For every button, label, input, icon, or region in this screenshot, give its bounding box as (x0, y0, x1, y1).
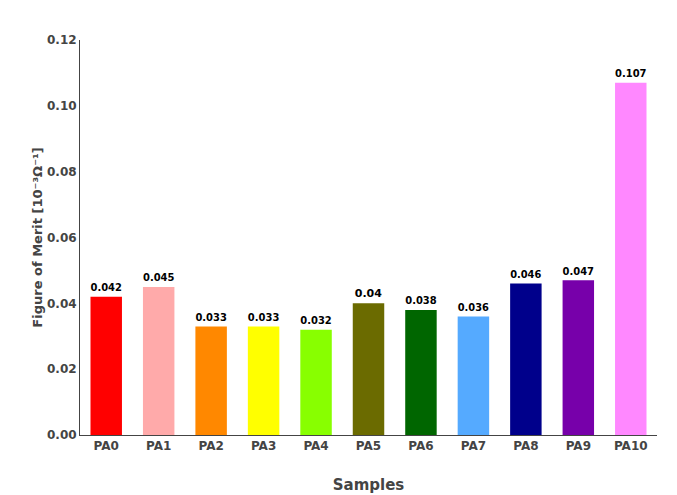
svg-text:0.032: 0.032 (300, 315, 332, 326)
svg-text:0.046: 0.046 (510, 269, 541, 280)
svg-text:0.02: 0.02 (47, 362, 77, 376)
svg-text:0.06: 0.06 (47, 231, 77, 245)
svg-text:PA2: PA2 (198, 439, 223, 453)
svg-text:PA8: PA8 (513, 439, 538, 453)
svg-text:0.033: 0.033 (248, 312, 280, 323)
svg-text:0.10: 0.10 (47, 99, 77, 113)
svg-text:PA6: PA6 (408, 439, 433, 453)
svg-text:PA0: PA0 (94, 439, 119, 453)
svg-text:0.042: 0.042 (91, 282, 123, 293)
svg-text:PA5: PA5 (356, 439, 381, 453)
svg-text:0.00: 0.00 (47, 428, 77, 442)
svg-text:Figure of Merit [10⁻³Ω⁻¹]: Figure of Merit [10⁻³Ω⁻¹] (30, 147, 45, 327)
svg-text:PA7: PA7 (461, 439, 486, 453)
svg-text:0.047: 0.047 (563, 266, 595, 277)
svg-text:Samples: Samples (333, 476, 405, 494)
svg-text:PA9: PA9 (566, 439, 591, 453)
svg-text:PA4: PA4 (303, 439, 328, 453)
svg-text:0.04: 0.04 (47, 297, 77, 311)
svg-text:0.04: 0.04 (355, 287, 382, 300)
svg-text:0.038: 0.038 (405, 295, 437, 306)
svg-text:PA10: PA10 (614, 439, 648, 453)
svg-text:0.12: 0.12 (47, 33, 77, 47)
svg-text:PA3: PA3 (251, 439, 276, 453)
svg-text:0.08: 0.08 (47, 165, 77, 179)
svg-text:0.036: 0.036 (458, 302, 489, 313)
svg-text:0.045: 0.045 (143, 272, 175, 283)
svg-text:PA1: PA1 (146, 439, 171, 453)
svg-text:0.107: 0.107 (615, 68, 647, 79)
svg-text:0.033: 0.033 (195, 312, 227, 323)
